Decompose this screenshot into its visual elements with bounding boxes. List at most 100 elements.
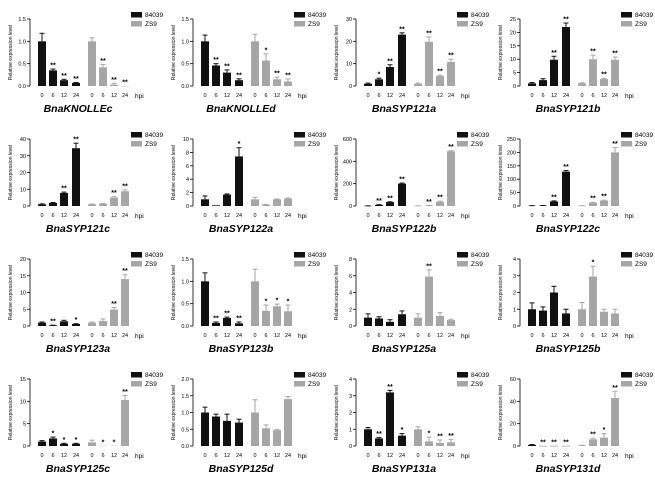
x-tick-label: 24 — [563, 213, 569, 219]
chart-panel: 0 1 2 3 4 Relative expression level 0 6 12 24 0 * 6 1… — [490, 240, 655, 360]
significance-mark: * — [401, 427, 404, 434]
y-tick-label: 1.0 — [181, 279, 189, 285]
x-tick-label: 12 — [387, 453, 393, 459]
x-tick-label: 0 — [416, 453, 419, 459]
bar-zs9-6hpi — [589, 276, 597, 326]
bar-84039-12hpi — [60, 443, 68, 446]
x-tick-label: 0 — [580, 93, 583, 99]
legend-label: 84039 — [145, 132, 163, 139]
bar-zs9-6hpi — [425, 276, 433, 326]
x-tick-label: 0 — [253, 333, 256, 339]
legend-swatch-84039 — [621, 252, 632, 258]
legend-label: ZS9 — [635, 261, 647, 268]
y-axis-label: Relative expression level — [498, 385, 504, 440]
x-tick-label: 0 — [90, 333, 93, 339]
bar-84039-24hpi — [562, 313, 570, 326]
significance-mark: ** — [61, 73, 67, 80]
bar-zs9-0hpi — [251, 281, 259, 326]
bar-84039-12hpi — [386, 392, 394, 446]
y-tick-label: 0.0 — [181, 444, 189, 450]
y-tick-label: 4 — [186, 177, 189, 183]
x-axis-label: hpi — [625, 333, 634, 340]
y-tick-label: 0.0 — [181, 324, 189, 330]
y-tick-label: 2 — [513, 291, 516, 297]
y-tick-label: 0 — [186, 204, 189, 210]
legend-label: ZS9 — [308, 21, 320, 28]
y-tick-label: 10 — [183, 137, 189, 143]
x-tick-label: 6 — [377, 333, 380, 339]
bar-84039-0hpi — [38, 441, 46, 446]
y-tick-label: 0 — [513, 84, 516, 90]
panel-title: BnaSYP122c — [536, 223, 600, 235]
bar-84039-6hpi — [375, 438, 383, 446]
bar-zs9-12hpi — [273, 430, 281, 446]
x-tick-label: 12 — [111, 213, 117, 219]
panel-title: BnaSYP121c — [46, 223, 110, 235]
x-tick-label: 12 — [551, 453, 557, 459]
y-tick-label: 30 — [346, 17, 352, 23]
legend-swatch-zs9 — [294, 381, 305, 387]
x-axis-label: hpi — [298, 213, 307, 220]
y-axis-label: Relative expression level — [8, 265, 14, 320]
significance-mark: ** — [399, 26, 405, 33]
y-tick-label: 40 — [510, 399, 516, 405]
y-tick-label: 6 — [186, 164, 189, 170]
x-tick-label: 0 — [90, 453, 93, 459]
x-tick-label: 12 — [437, 213, 443, 219]
significance-mark: ** — [122, 389, 128, 396]
panel-title: BnaSYP121a — [372, 103, 436, 115]
y-tick-label: 5 — [23, 307, 26, 313]
bar-84039-6hpi — [49, 325, 57, 326]
bar-84039-6hpi — [49, 70, 57, 86]
bar-84039-0hpi — [528, 444, 536, 446]
significance-mark: ** — [563, 439, 569, 446]
y-tick-label: 0 — [349, 444, 352, 450]
x-axis-label: hpi — [135, 93, 144, 100]
panel-title: BnaSYP125d — [209, 463, 274, 475]
legend-label: ZS9 — [471, 141, 483, 148]
x-tick-label: 12 — [224, 213, 230, 219]
y-tick-label: 20 — [510, 30, 516, 36]
y-tick-label: 3 — [513, 274, 516, 280]
legend-label: 84039 — [145, 252, 163, 259]
x-tick-label: 24 — [612, 213, 618, 219]
y-axis-label: Relative expression level — [8, 145, 14, 200]
y-tick-label: 3 — [349, 394, 352, 400]
significance-mark: ** — [236, 315, 242, 322]
legend-label: 84039 — [635, 372, 653, 379]
x-tick-label: 24 — [285, 213, 291, 219]
significance-mark: * — [265, 47, 268, 54]
legend-swatch-zs9 — [294, 141, 305, 147]
bar-84039-0hpi — [201, 281, 209, 326]
bar-84039-12hpi — [386, 202, 394, 206]
legend-label: ZS9 — [471, 21, 483, 28]
y-axis-label: Relative expression level — [171, 25, 177, 80]
bar-zs9-0hpi — [414, 317, 422, 326]
significance-mark: ** — [236, 72, 242, 79]
y-tick-label: 20 — [510, 422, 516, 428]
bar-zs9-0hpi — [578, 445, 586, 446]
bar-84039-24hpi — [398, 435, 406, 446]
x-tick-label: 6 — [377, 453, 380, 459]
y-axis-label: Relative expression level — [8, 385, 14, 440]
legend-label: 84039 — [471, 132, 489, 139]
x-tick-label: 24 — [285, 93, 291, 99]
legend-label: ZS9 — [471, 381, 483, 388]
bar-84039-24hpi — [72, 323, 80, 326]
x-axis-label: hpi — [461, 93, 470, 100]
bar-84039-6hpi — [49, 438, 57, 446]
x-tick-label: 12 — [61, 453, 67, 459]
bar-zs9-12hpi — [600, 437, 608, 446]
bar-zs9-0hpi — [88, 322, 96, 326]
x-tick-label: 0 — [366, 453, 369, 459]
legend-swatch-zs9 — [131, 141, 142, 147]
y-tick-label: 4 — [513, 257, 516, 263]
x-tick-label: 12 — [111, 453, 117, 459]
legend-label: ZS9 — [145, 21, 157, 28]
bar-zs9-0hpi — [88, 41, 96, 86]
x-tick-label: 12 — [551, 213, 557, 219]
y-tick-label: 8 — [349, 257, 352, 263]
